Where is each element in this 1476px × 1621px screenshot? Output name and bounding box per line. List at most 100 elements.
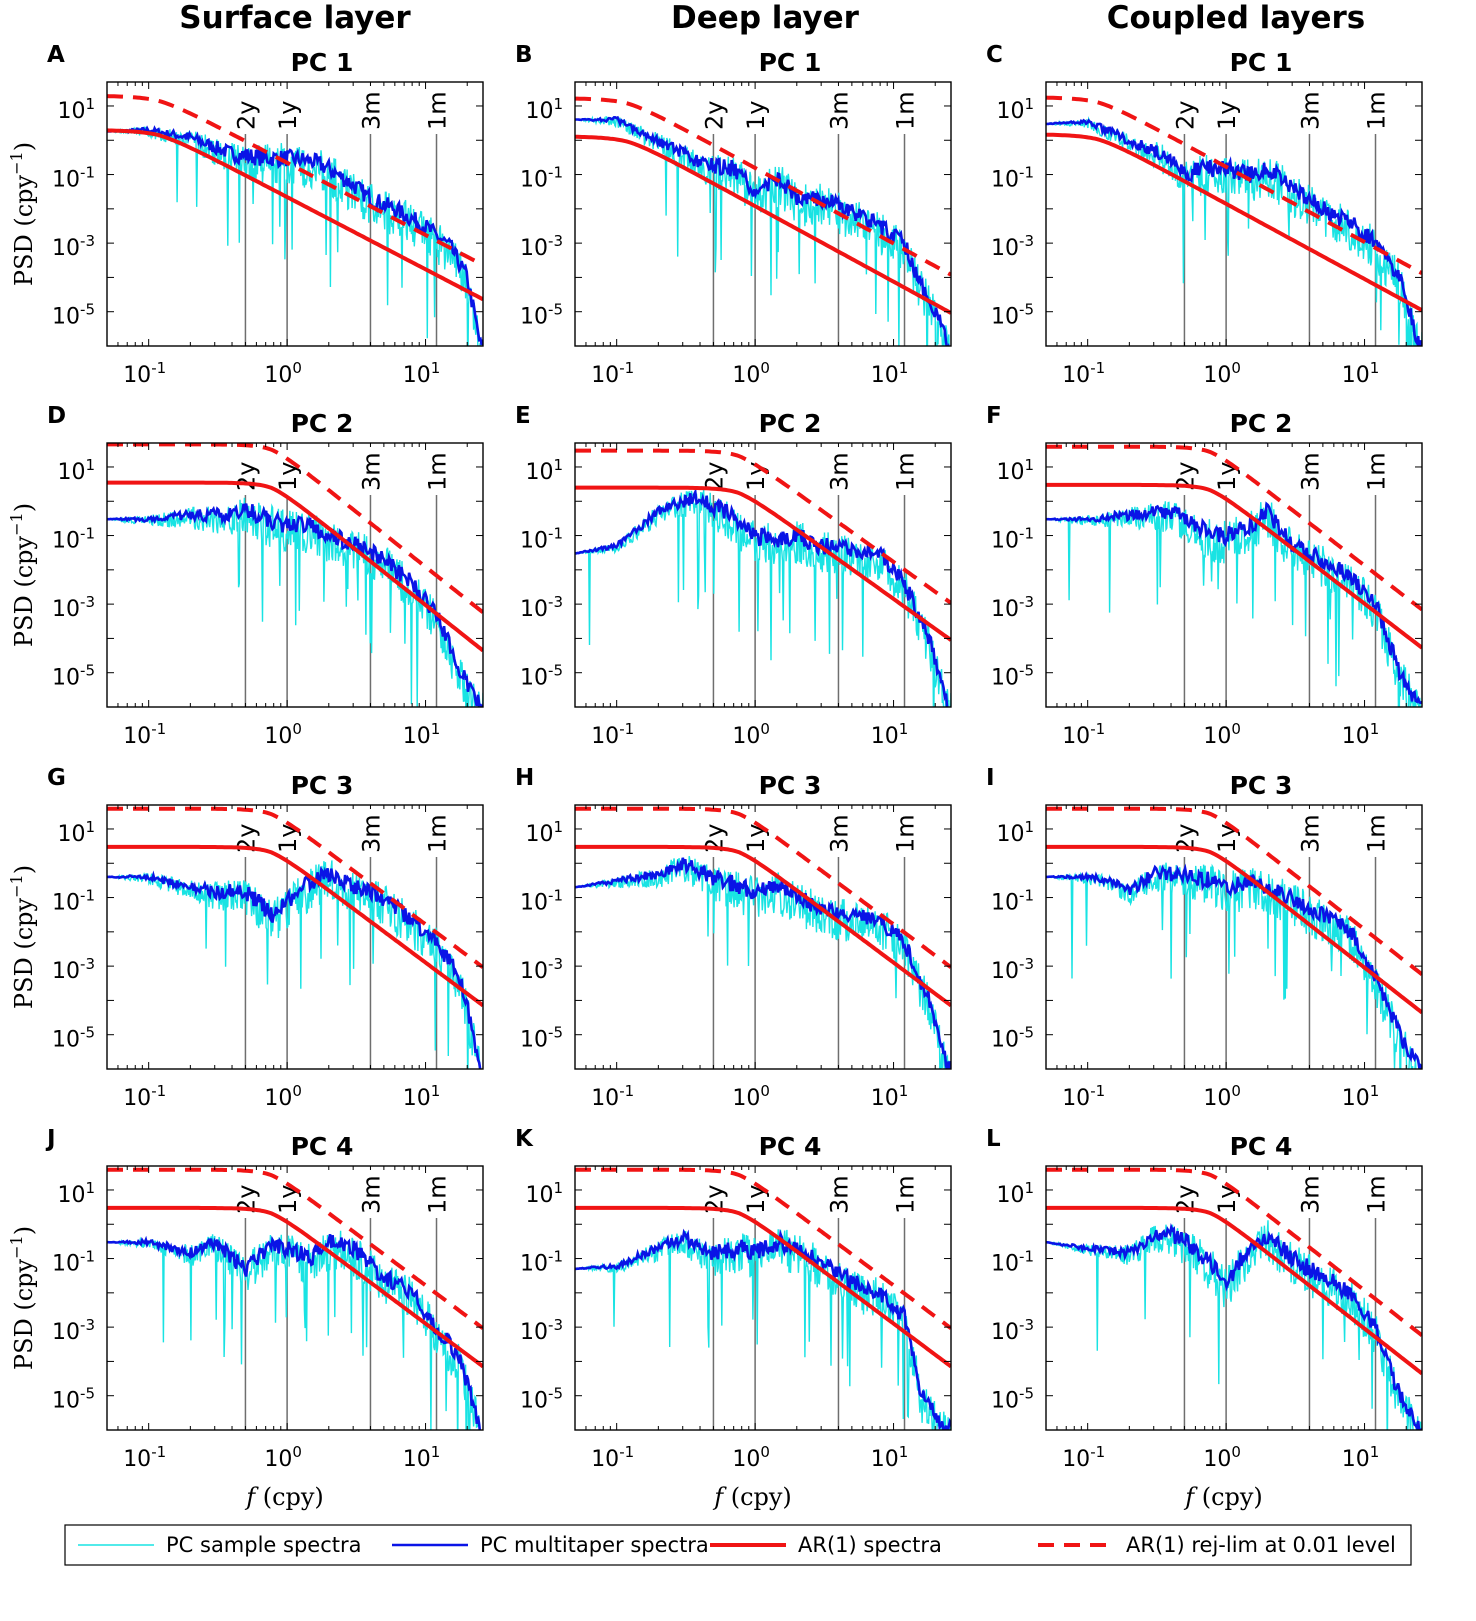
x-tick-label: 101 (871, 359, 909, 388)
panel-title: PC 2 (1230, 409, 1293, 438)
panel-letter: A (47, 42, 65, 68)
period-marker-label: 2y (232, 462, 260, 491)
x-tick-label: 100 (1203, 359, 1241, 388)
y-tick-label: 10-3 (520, 232, 563, 261)
y-tick-label: 10-3 (52, 593, 95, 622)
column-titles: Surface layer Deep layer Coupled layers (179, 0, 1365, 36)
panel-title: PC 4 (1230, 1132, 1293, 1161)
ar1-spectrum-line (575, 485, 951, 642)
panel-title: PC 1 (291, 48, 354, 77)
x-tick-label: 100 (1203, 1443, 1241, 1472)
panel-grid: A PC 1 2y 1y 3m 1m 10-1 100 101 101 10-1 10-3 10-5 PS… (7, 42, 1423, 1511)
panel-letter: D (47, 403, 66, 429)
plot-area (107, 1167, 483, 1430)
x-tick-label: 101 (403, 720, 441, 749)
y-tick-label: 10-3 (520, 1316, 563, 1345)
y-tick-label: 101 (996, 1179, 1034, 1208)
y-tick-label: 10-1 (991, 1248, 1034, 1277)
axes-frame (106, 81, 484, 347)
multitaper-spectrum-line (107, 1234, 482, 1430)
y-axis-label: PSD (cpy−1) (7, 142, 38, 286)
ar1-rejection-limit-line (575, 806, 951, 969)
period-marker-label: 2y (700, 462, 728, 491)
x-tick-label: 101 (403, 1082, 441, 1111)
y-tick-label: 10-3 (52, 1316, 95, 1345)
period-marker-label: 2y (232, 101, 260, 130)
y-tick-label: 101 (525, 1179, 563, 1208)
axes-frame (1045, 804, 1423, 1070)
panel-letter: H (515, 765, 534, 791)
ar1-rejection-limit-line (1046, 95, 1422, 276)
x-tick-label: 100 (264, 359, 302, 388)
plot-area (1046, 444, 1422, 707)
period-marker-label: 1m (1363, 1175, 1391, 1214)
ar1-rejection-limit-line (107, 1167, 483, 1330)
y-axis-label: PSD (cpy−1) (7, 503, 38, 647)
x-tick-label: 101 (1342, 1443, 1380, 1472)
multitaper-spectrum-line (575, 115, 950, 346)
plot-area (575, 96, 951, 346)
multitaper-spectrum-line (575, 1228, 951, 1430)
sample-spectrum-line (1046, 1220, 1422, 1430)
y-tick-label: 10-1 (991, 164, 1034, 193)
y-tick-label: 10-1 (520, 1248, 563, 1277)
panel-title: PC 3 (759, 771, 822, 800)
ar1-spectrum-line (107, 480, 483, 653)
x-tick-label: 100 (264, 720, 302, 749)
ar1-rejection-limit-line (1046, 806, 1422, 976)
plot-area (107, 94, 483, 346)
ar1-spectrum-line (107, 844, 483, 1008)
panel-title: PC 3 (291, 771, 354, 800)
column-title: Deep layer (671, 0, 860, 36)
ar1-rejection-limit-line (1046, 444, 1422, 612)
panel-C: C PC 1 2y 1y 3m 1m 10-1 100 101 101 10-1 10-3 10-5 (986, 42, 1423, 388)
y-tick-label: 10-5 (520, 301, 563, 330)
multitaper-spectrum-line (1046, 501, 1422, 705)
period-marker-label: 1m (892, 91, 920, 130)
period-marker-label: 3m (1296, 452, 1324, 491)
y-tick-label: 10-1 (991, 525, 1034, 554)
y-tick-label: 10-5 (52, 662, 95, 691)
y-tick-label: 10-3 (991, 593, 1034, 622)
panel-title: PC 4 (759, 1132, 822, 1161)
period-marker-label: 1m (424, 91, 452, 130)
y-tick-label: 10-5 (520, 1385, 563, 1414)
y-tick-label: 10-5 (991, 662, 1034, 691)
period-marker-label: 3m (357, 91, 385, 130)
x-tick-label: 100 (264, 1443, 302, 1472)
x-tick-label: 100 (732, 359, 770, 388)
x-tick-label: 10-1 (591, 359, 634, 388)
axes-frame (106, 442, 484, 708)
y-tick-label: 101 (525, 95, 563, 124)
period-marker-label: 3m (357, 452, 385, 491)
column-title: Surface layer (179, 0, 411, 36)
period-marker-label: 3m (1296, 91, 1324, 130)
period-marker-label: 2y (1171, 101, 1199, 130)
panel-letter: L (986, 1126, 1001, 1152)
panel-title: PC 4 (291, 1132, 354, 1161)
plot-area (575, 1167, 951, 1430)
panel-A: A PC 1 2y 1y 3m 1m 10-1 100 101 101 10-1 10-3 10-5 PS… (7, 42, 484, 388)
axes-frame (574, 442, 952, 708)
x-tick-label: 100 (1203, 1082, 1241, 1111)
axes-frame (1045, 81, 1423, 347)
panel-letter: G (47, 765, 66, 791)
x-tick-label: 101 (871, 1082, 909, 1111)
period-marker-label: 2y (700, 101, 728, 130)
multitaper-spectrum-line (575, 487, 949, 707)
period-marker-label: 1m (424, 452, 452, 491)
ar1-spectrum-line (575, 844, 951, 1008)
ar1-spectrum-line (107, 1205, 483, 1369)
x-axis-label: f (cpy) (244, 1483, 324, 1511)
period-marker-label: 3m (825, 452, 853, 491)
x-tick-label: 100 (264, 1082, 302, 1111)
panel-title: PC 1 (1230, 48, 1293, 77)
x-tick-label: 101 (1342, 720, 1380, 749)
period-marker-label: 1y (1213, 1185, 1241, 1214)
x-tick-label: 101 (1342, 359, 1380, 388)
x-tick-label: 100 (732, 1082, 770, 1111)
